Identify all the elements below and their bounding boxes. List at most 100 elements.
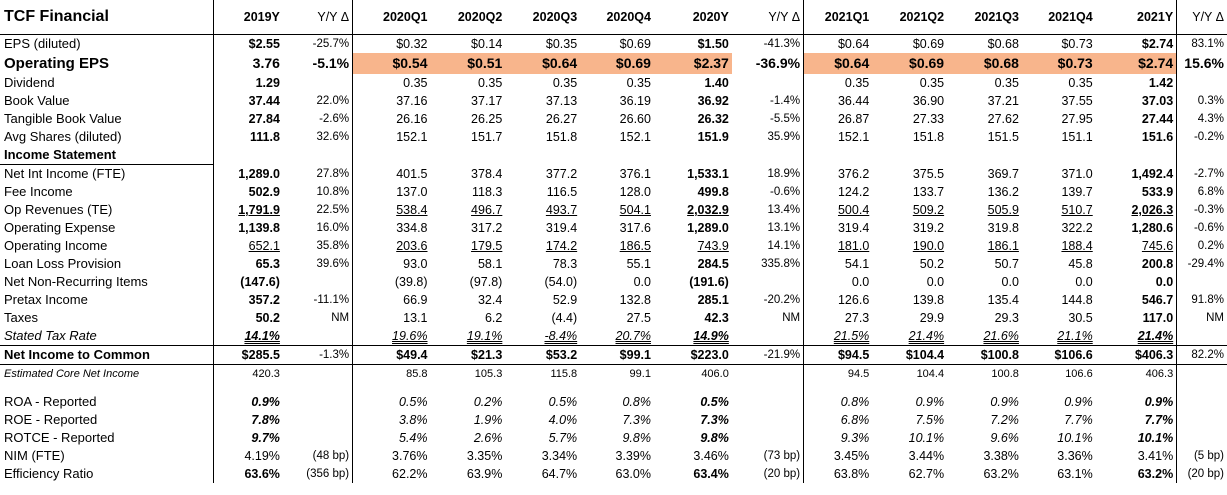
table-cell: 27.62 xyxy=(987,112,1019,126)
table-cell: $49.4 xyxy=(352,345,431,365)
table-cell: 133.7 xyxy=(912,185,945,199)
table-cell: -0.3% xyxy=(1193,204,1224,216)
table-row xyxy=(0,383,1227,393)
table-cell: 1.42 xyxy=(1095,74,1178,92)
table-row: Avg Shares (diluted) 111.8 32.6% 152.1 151.7… xyxy=(0,128,1227,146)
table-cell: $223.0 xyxy=(653,345,732,365)
empty-cell xyxy=(1022,383,1096,393)
column-header: 2019Y xyxy=(213,0,283,35)
table-cell: 32.6% xyxy=(282,128,354,146)
table-cell: $0.73 xyxy=(1061,37,1093,51)
table-cell: $2.74 xyxy=(1095,53,1178,74)
empty-cell xyxy=(1095,146,1178,165)
table-cell: 0.9% xyxy=(990,395,1019,409)
table-cell: 26.27 xyxy=(545,112,578,126)
table-cell: 26.60 xyxy=(619,112,651,126)
table-cell: 136.2 xyxy=(987,185,1019,199)
table-cell: 63.0% xyxy=(615,467,651,481)
table-cell: 538.4 xyxy=(396,203,428,217)
table-cell: 82.2% xyxy=(1176,345,1227,365)
empty-cell xyxy=(947,146,1022,165)
table-row: Tangible Book Value 27.84 -2.6% 26.16 26.25 2… xyxy=(0,110,1227,128)
row-label: Pretax Income xyxy=(0,291,214,309)
table-row: Net Income to Common $285.5 -1.3% $49.4 $21.… xyxy=(0,345,1227,365)
table-cell: 0.5% xyxy=(548,395,578,409)
table-cell: 3.38% xyxy=(983,449,1019,463)
column-header: Y/Y Δ xyxy=(282,0,354,35)
table-cell: 2,032.9 xyxy=(687,203,729,217)
table-cell: 106.6 xyxy=(1065,368,1093,380)
column-header: 2021Q4 xyxy=(1021,0,1096,35)
column-header: 2020Q2 xyxy=(430,0,506,35)
table-cell: 0.0 xyxy=(1075,275,1093,289)
table-cell: (4.4) xyxy=(551,311,578,325)
table-cell: $0.69 xyxy=(912,37,945,51)
table-cell: 9.8% xyxy=(700,431,729,445)
table-cell: $2.37 xyxy=(653,53,732,74)
table-cell: 357.2 xyxy=(248,293,280,307)
table-cell: 203.6 xyxy=(396,239,428,253)
table-row: Operating Expense 1,139.8 16.0% 334.8 317.2 3… xyxy=(0,219,1227,237)
table-cell: $285.5 xyxy=(213,345,283,365)
table-cell: 14.9% xyxy=(693,329,729,343)
table-cell: 22.0% xyxy=(282,92,354,110)
table-cell: 13.1% xyxy=(731,219,805,237)
table-cell xyxy=(731,273,805,291)
table-cell: 6.8% xyxy=(1197,186,1224,198)
table-cell: 179.5 xyxy=(471,239,503,253)
table-cell: 3.35% xyxy=(466,449,503,463)
table-row: Operating Income 652.1 35.8% 203.6 179.5 174.… xyxy=(0,237,1227,255)
table-cell: 509.2 xyxy=(912,203,945,217)
table-cell: 78.3 xyxy=(552,257,578,271)
table-cell: -0.6% xyxy=(731,183,805,201)
table-cell: 135.4 xyxy=(987,293,1019,307)
table-row: Fee Income 502.9 10.8% 137.0 118.3 116.5 128.0… xyxy=(0,183,1227,201)
empty-cell xyxy=(282,383,354,393)
table-cell: 63.6% xyxy=(244,467,280,481)
table-cell: $0.68 xyxy=(987,37,1019,51)
table-cell: 319.4 xyxy=(545,221,578,235)
table-cell: (356 bp) xyxy=(282,465,354,483)
table-row: Stated Tax Rate 14.1% 19.6% 19.1% -8.4% 20.7%… xyxy=(0,327,1227,346)
table-cell: 152.1 xyxy=(837,130,870,144)
table-cell: 1,280.6 xyxy=(1095,219,1178,237)
table-cell: 7.7% xyxy=(1095,411,1178,429)
column-header: 2020Q3 xyxy=(505,0,581,35)
table-cell: 94.5 xyxy=(847,368,870,380)
table-cell: 27.84 xyxy=(248,112,280,126)
empty-cell xyxy=(580,146,654,165)
table-cell: 151.9 xyxy=(697,130,729,144)
table-cell xyxy=(731,429,805,447)
table-cell: 118.3 xyxy=(471,185,503,199)
table-cell: 7.5% xyxy=(915,413,945,427)
table-cell: 117.0 xyxy=(1095,309,1178,327)
table-row: Operating EPS 3.76 -5.1% $0.54 $0.51 $0.64 $0.… xyxy=(0,53,1227,74)
table-cell: -1.4% xyxy=(731,92,805,110)
table-row: Dividend 1.29 0.35 0.35 0.35 0.35 1.40 0.35 0.35… xyxy=(0,74,1227,92)
table-cell: NM xyxy=(1206,312,1224,324)
table-cell: 0.35 xyxy=(626,76,651,90)
table-cell: 151.5 xyxy=(987,130,1019,144)
table-cell: $53.2 xyxy=(505,345,581,365)
table-cell: 63.8% xyxy=(833,467,870,481)
table-cell: 377.2 xyxy=(545,166,578,181)
table-cell: 152.1 xyxy=(619,130,651,144)
table-cell: (5 bp) xyxy=(1193,450,1224,462)
table-cell: 85.8 xyxy=(406,368,428,380)
table-cell: -2.7% xyxy=(1193,167,1224,180)
column-header: 2020Q4 xyxy=(580,0,654,35)
row-label: Efficiency Ratio xyxy=(0,465,214,483)
table-cell: 137.0 xyxy=(396,185,428,199)
table-cell: 1,289.0 xyxy=(687,221,729,235)
table-cell: 510.7 xyxy=(1061,203,1093,217)
empty-cell xyxy=(431,146,506,165)
table-cell: 27.44 xyxy=(1095,110,1178,128)
table-cell: 62.7% xyxy=(908,467,945,481)
empty-cell xyxy=(353,146,431,165)
table-cell: 3.76 xyxy=(252,55,280,71)
table-cell: 378.4 xyxy=(471,166,503,181)
table-cell: 126.6 xyxy=(837,293,870,307)
table-cell: 3.76% xyxy=(392,449,428,463)
table-cell: 4.19% xyxy=(244,449,280,463)
